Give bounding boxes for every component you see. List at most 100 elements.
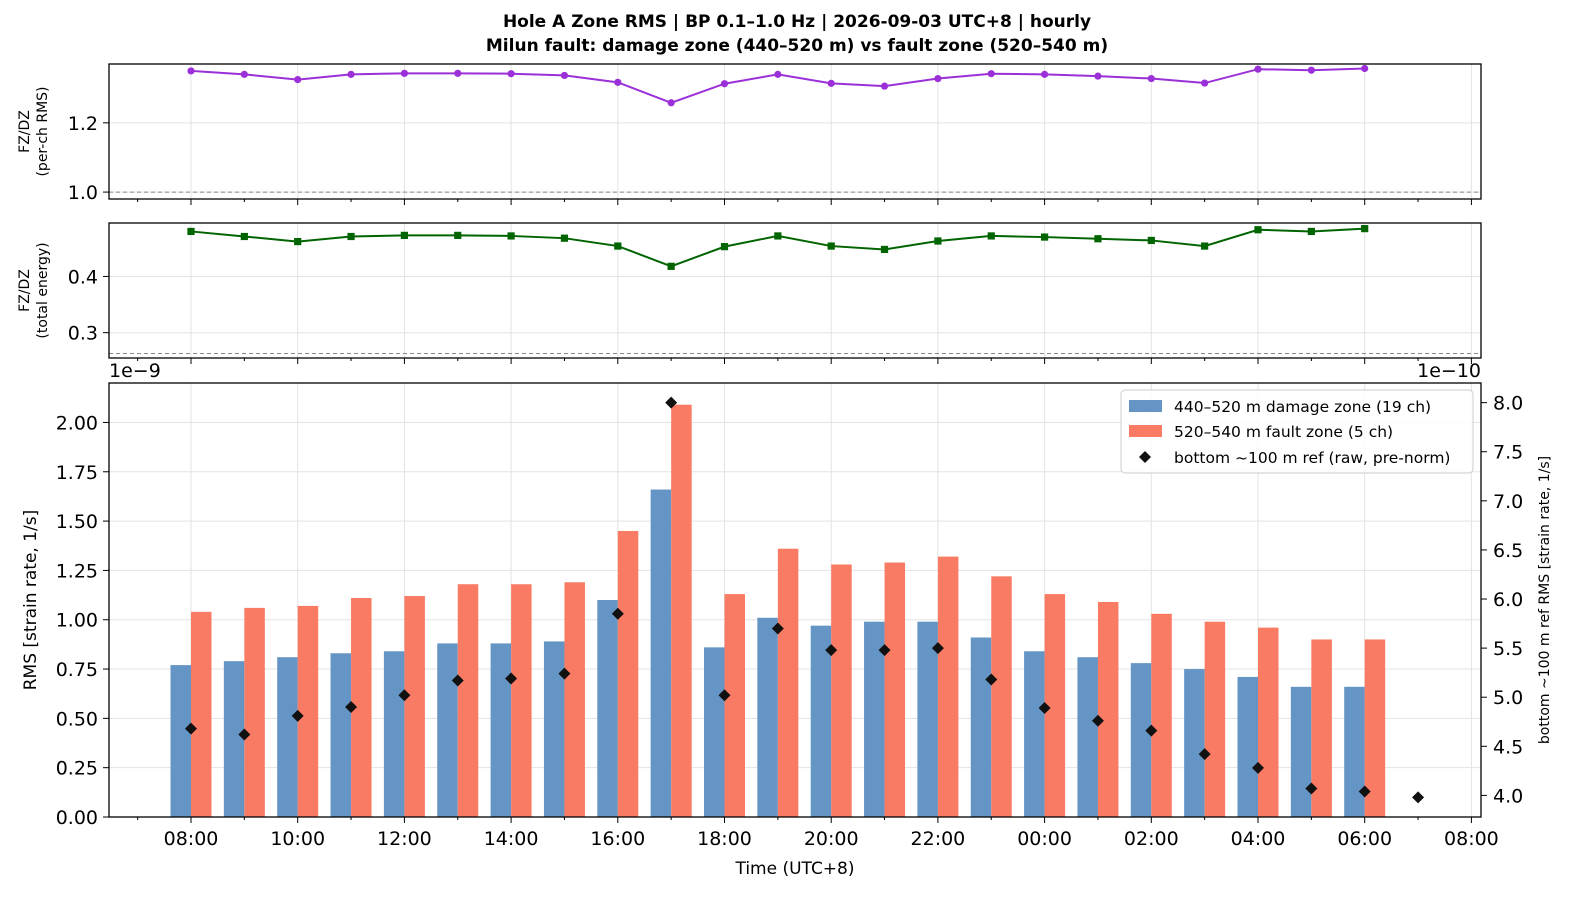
legend-label-damage-zone: 440–520 m damage zone (19 ch)	[1174, 398, 1431, 416]
damage-zone-bar	[1344, 686, 1365, 817]
reference-marker	[451, 674, 464, 687]
right-y-tick-label: 6.5	[1493, 540, 1523, 562]
data-point	[774, 232, 782, 240]
fault-zone-bar	[404, 596, 425, 817]
right-y-axis-label: bottom ~100 m ref RMS [strain rate, 1/s]	[1537, 456, 1553, 744]
right-y-tick-label: 6.0	[1493, 589, 1523, 611]
data-point	[614, 242, 622, 250]
data-point	[187, 67, 195, 75]
damage-zone-bar	[757, 617, 778, 817]
data-point	[880, 245, 889, 254]
reference-marker	[771, 622, 784, 635]
damage-zone-bar	[970, 637, 992, 817]
right-y-tick-label: 8.0	[1493, 393, 1523, 415]
legend-frame	[1120, 389, 1474, 474]
y-tick-label: 1.00	[56, 610, 98, 632]
reference-marker	[238, 728, 251, 741]
fault-zone-bar	[1311, 639, 1332, 817]
legend-marker-reference	[1139, 451, 1151, 463]
fault-zone-bar	[1151, 613, 1172, 817]
reference-marker	[1412, 791, 1425, 804]
damage-zone-bar	[1290, 686, 1312, 817]
data-point	[987, 232, 995, 240]
y-tick-label: 0.25	[56, 758, 98, 780]
x-tick-label: 00:00	[1017, 828, 1072, 850]
axes-frame	[108, 63, 1482, 200]
damage-zone-bar	[1024, 651, 1045, 817]
y-axis-label: (per-ch RMS)	[35, 86, 51, 176]
data-point	[880, 82, 889, 90]
data-point	[294, 75, 302, 84]
x-tick-label: 22:00	[911, 828, 966, 850]
data-point	[1254, 65, 1262, 73]
y-tick-label: 2.00	[56, 412, 98, 434]
fault-zone-bar	[191, 611, 212, 817]
axes-frame	[108, 382, 1482, 818]
x-tick-label: 02:00	[1124, 828, 1179, 850]
y-tick-label: 1.0	[68, 182, 98, 204]
x-tick-label: 14:00	[484, 828, 539, 850]
damage-zone-bar	[543, 641, 565, 817]
reference-marker	[291, 709, 304, 722]
right-y-tick-label: 7.5	[1493, 442, 1523, 464]
right-offset-label: 1e−10	[1417, 360, 1481, 382]
data-point	[827, 79, 835, 87]
fault-zone-bar	[1204, 621, 1226, 817]
fault-zone-bar	[564, 582, 585, 817]
data-point	[774, 70, 782, 78]
fault-zone-bar	[777, 548, 799, 817]
fault-zone-bar	[884, 562, 906, 817]
right-y-tick-label: 7.0	[1493, 491, 1523, 513]
data-point	[400, 231, 408, 239]
y-axis-label: FZ/DZ	[17, 110, 33, 153]
right-y-tick-label: 4.0	[1493, 785, 1523, 807]
reference-marker	[718, 689, 731, 702]
reference-marker	[1198, 748, 1211, 761]
data-point	[827, 242, 835, 250]
data-point	[720, 243, 729, 251]
damage-zone-bar	[437, 643, 458, 817]
reference-marker	[931, 642, 944, 655]
reference-marker	[825, 644, 838, 657]
data-point	[1361, 64, 1369, 73]
data-point	[507, 232, 515, 240]
reference-marker	[1358, 785, 1371, 798]
data-point	[1147, 236, 1155, 245]
damage-zone-bar	[917, 621, 938, 817]
damage-zone-bar	[1077, 657, 1098, 817]
reference-marker	[985, 673, 998, 686]
y-tick-label: 1.2	[68, 113, 98, 135]
fault-zone-bar	[1364, 639, 1386, 817]
fault-zone-bar	[244, 607, 265, 817]
reference-marker	[1091, 714, 1104, 727]
data-point	[1041, 233, 1049, 241]
ratio-rms-panel: 1.0 1.2 FZ/DZ (per-ch RMS)	[17, 63, 1482, 205]
data-point	[454, 231, 462, 239]
damage-zone-bar	[810, 625, 832, 817]
fault-zone-bar	[991, 576, 1012, 817]
ratio-energy-panel: 0.3 0.4 FZ/DZ (total energy)	[17, 222, 1482, 364]
data-point	[400, 69, 408, 77]
data-point	[560, 234, 569, 242]
reference-marker	[1145, 724, 1158, 737]
x-tick-label: 06:00	[1337, 828, 1392, 850]
fault-zone-bar	[511, 584, 532, 817]
data-point	[1361, 225, 1369, 233]
left-offset-label: 1e−9	[109, 360, 161, 382]
data-point	[720, 80, 729, 88]
fault-zone-bar	[351, 598, 372, 817]
y-axis-label: (total energy)	[35, 242, 51, 338]
rms-bar-panel: 08:00 10:00 12:00 14:00 16:00 18:00 20:00 22:00…	[21, 360, 1553, 879]
fault-zone-bar	[1044, 594, 1066, 817]
damage-zone-bar	[1130, 663, 1152, 817]
data-point	[1094, 72, 1102, 80]
data-point	[347, 232, 355, 241]
fault-zone-bar	[1258, 627, 1279, 817]
damage-zone-bar	[704, 647, 725, 817]
fault-zone-bar	[297, 605, 319, 817]
fault-zone-bar	[831, 564, 852, 817]
data-point	[560, 71, 569, 80]
damage-zone-bar	[330, 653, 352, 817]
fault-zone-bar	[1097, 601, 1119, 817]
